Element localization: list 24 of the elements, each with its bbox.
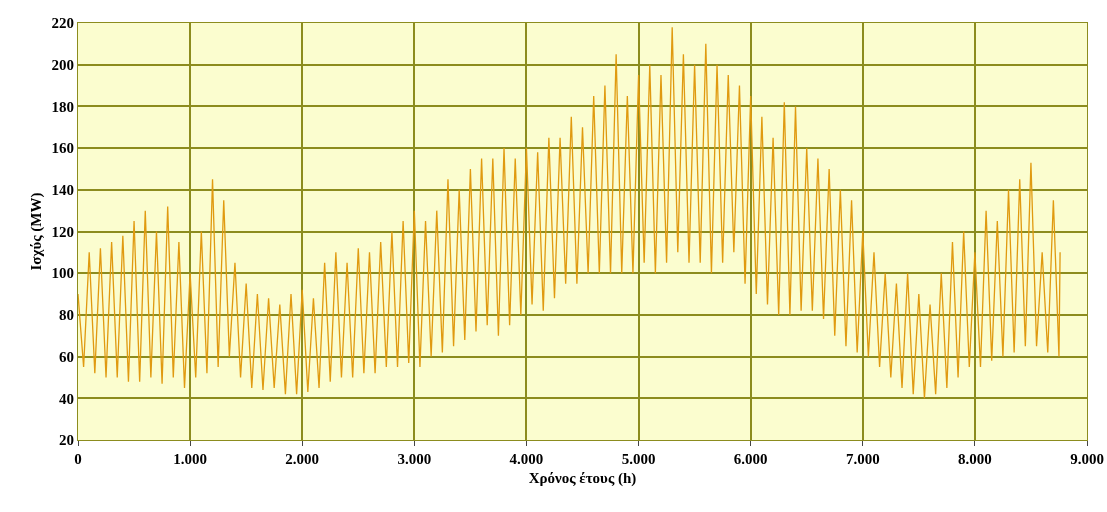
x-tick-label: 8.000 [958, 451, 992, 467]
x-tick-label: 4.000 [509, 451, 544, 467]
y-tick-label: 160 [51, 140, 74, 157]
y-tick-label: 40 [59, 390, 74, 407]
x-tick-label: 2.000 [285, 451, 320, 467]
x-tick-label: 9.000 [1070, 451, 1104, 467]
line-series [78, 26, 1061, 399]
y-tick-label: 80 [59, 307, 74, 324]
x-tick-label: 5.000 [621, 451, 656, 467]
y-tick-label: 220 [51, 15, 74, 32]
x-axis-title: Χρόνος έτους (h) [528, 470, 637, 487]
x-tick-label: 3.000 [397, 451, 432, 467]
x-tick-label: 7.000 [845, 451, 880, 467]
y-tick-label: 100 [51, 265, 74, 282]
y-tick-label: 60 [59, 348, 74, 365]
y-tick-label: 180 [51, 98, 74, 115]
x-tick-label: 6.000 [733, 451, 768, 467]
y-tick-label: 200 [51, 56, 74, 73]
y-tick-label: 20 [59, 432, 74, 449]
y-tick-label: 140 [51, 182, 74, 199]
y-tick-label: 120 [51, 223, 74, 240]
x-tick-label: 0 [74, 451, 82, 467]
x-tick-label: 1.000 [173, 451, 207, 467]
y-axis-title: Ισχύς (MW) [27, 192, 45, 271]
